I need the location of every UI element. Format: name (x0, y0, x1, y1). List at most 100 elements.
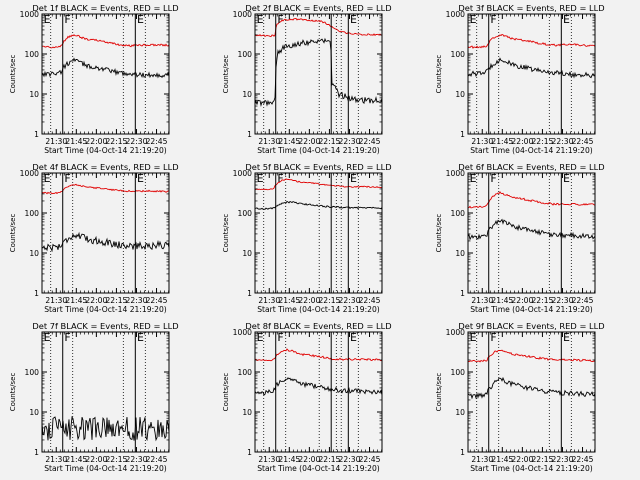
y-axis-label: Counts/sec (435, 214, 443, 253)
plot-frame (467, 331, 596, 453)
x-tick-label: 22:30 (552, 137, 574, 146)
region-marker-label: E (350, 172, 357, 185)
y-tick-label: 1 (460, 289, 465, 298)
x-tick-label: 22:30 (126, 137, 148, 146)
x-tick-label: 22:30 (339, 455, 361, 464)
panel-title: Det 9f BLACK = Events, RED = LLD (458, 321, 604, 331)
y-tick-label: 10 (29, 90, 39, 99)
x-tick-label: 22:45 (359, 296, 381, 305)
y-axis-label: Counts/sec (222, 373, 230, 412)
x-tick-label: 21:45 (491, 137, 513, 146)
plot-frame (467, 172, 596, 294)
x-tick-label: 22:15 (531, 137, 553, 146)
detector-panel-8: Det 8f BLACK = Events, RED = LLD Counts/s… (222, 321, 392, 473)
y-tick-label: 1 (460, 130, 465, 139)
panel-title: Det 7f BLACK = Events, RED = LLD (32, 321, 178, 331)
panel-title: Det 8f BLACK = Events, RED = LLD (245, 321, 391, 331)
detector-panel-3: Det 3f BLACK = Events, RED = LLD Counts/s… (435, 3, 605, 155)
region-marker-label: E (257, 331, 264, 344)
plot-frame (254, 13, 383, 135)
x-tick-label: 22:30 (339, 137, 361, 146)
y-tick-label: 1000 (20, 169, 39, 178)
region-marker-label: E (137, 172, 144, 185)
x-tick-label: 21:45 (65, 137, 87, 146)
region-marker-label: E (563, 13, 570, 26)
x-tick-label: 22:30 (552, 455, 574, 464)
region-marker-label: F (64, 13, 70, 26)
y-tick-label: 10 (455, 90, 465, 99)
x-axis-label: Start Time (04-Oct-14 21:19:20) (470, 146, 593, 155)
x-tick-label: 21:30 (471, 137, 493, 146)
x-tick-label: 22:15 (531, 296, 553, 305)
x-tick-label: 22:15 (318, 296, 340, 305)
x-tick-label: 22:15 (318, 455, 340, 464)
x-tick-label: 21:30 (258, 296, 280, 305)
y-tick-label: 10 (242, 249, 252, 258)
x-tick-label: 22:30 (339, 296, 361, 305)
plot-frame (41, 13, 170, 135)
region-marker-label: E (257, 172, 264, 185)
x-tick-label: 21:45 (491, 296, 513, 305)
panel-title: Det 2f BLACK = Events, RED = LLD (245, 3, 391, 13)
region-marker-label: F (490, 331, 496, 344)
detector-panel-2: Det 2f BLACK = Events, RED = LLD Counts/s… (222, 3, 392, 155)
x-tick-label: 21:30 (258, 137, 280, 146)
y-tick-label: 10 (29, 249, 39, 258)
region-marker-label: E (44, 172, 51, 185)
x-tick-label: 22:45 (359, 137, 381, 146)
plot-frame (41, 331, 170, 453)
y-axis-label: Counts/sec (9, 214, 17, 253)
region-marker-label: E (470, 172, 477, 185)
x-tick-label: 21:30 (471, 455, 493, 464)
region-marker-label: E (470, 331, 477, 344)
y-tick-label: 1000 (446, 328, 465, 337)
x-tick-label: 22:00 (298, 455, 320, 464)
region-marker-label: F (490, 13, 496, 26)
x-tick-label: 22:00 (511, 455, 533, 464)
y-tick-label: 100 (451, 209, 466, 218)
region-marker-label: E (563, 172, 570, 185)
x-axis-label: Start Time (04-Oct-14 21:19:20) (470, 305, 593, 314)
x-tick-label: 21:45 (278, 455, 300, 464)
x-axis-label: Start Time (04-Oct-14 21:19:20) (44, 464, 167, 473)
region-marker-label: F (64, 331, 70, 344)
y-tick-label: 100 (451, 368, 466, 377)
y-tick-label: 1000 (446, 169, 465, 178)
y-tick-label: 1000 (233, 10, 252, 19)
x-tick-label: 21:30 (45, 455, 67, 464)
y-axis-label: Counts/sec (222, 214, 230, 253)
x-tick-label: 22:15 (318, 137, 340, 146)
plot-frame (254, 331, 383, 453)
y-axis-label: Counts/sec (9, 55, 17, 94)
region-marker-label: E (350, 13, 357, 26)
x-tick-label: 22:30 (126, 296, 148, 305)
x-axis-label: Start Time (04-Oct-14 21:19:20) (257, 146, 380, 155)
region-marker-label: E (257, 13, 264, 26)
y-tick-label: 100 (238, 209, 253, 218)
y-tick-label: 1000 (233, 328, 252, 337)
y-tick-label: 1 (34, 289, 39, 298)
x-tick-label: 22:00 (85, 296, 107, 305)
x-tick-label: 21:45 (65, 455, 87, 464)
x-tick-label: 21:45 (278, 137, 300, 146)
x-tick-label: 22:45 (146, 137, 168, 146)
y-tick-label: 10 (455, 249, 465, 258)
x-tick-label: 22:45 (359, 455, 381, 464)
x-tick-label: 22:45 (146, 296, 168, 305)
x-tick-label: 21:45 (491, 455, 513, 464)
y-tick-label: 100 (25, 368, 40, 377)
panel-title: Det 3f BLACK = Events, RED = LLD (458, 3, 604, 13)
x-tick-label: 21:30 (471, 296, 493, 305)
y-tick-label: 1 (34, 130, 39, 139)
x-tick-label: 22:00 (511, 296, 533, 305)
region-marker-label: F (490, 172, 496, 185)
plot-frame (467, 13, 596, 135)
x-tick-label: 22:15 (105, 137, 127, 146)
y-tick-label: 100 (238, 50, 253, 59)
x-axis-label: Start Time (04-Oct-14 21:19:20) (44, 146, 167, 155)
region-marker-label: E (137, 331, 144, 344)
y-tick-label: 10 (242, 408, 252, 417)
region-marker-label: F (64, 172, 70, 185)
x-tick-label: 22:15 (105, 296, 127, 305)
y-tick-label: 1 (34, 448, 39, 457)
